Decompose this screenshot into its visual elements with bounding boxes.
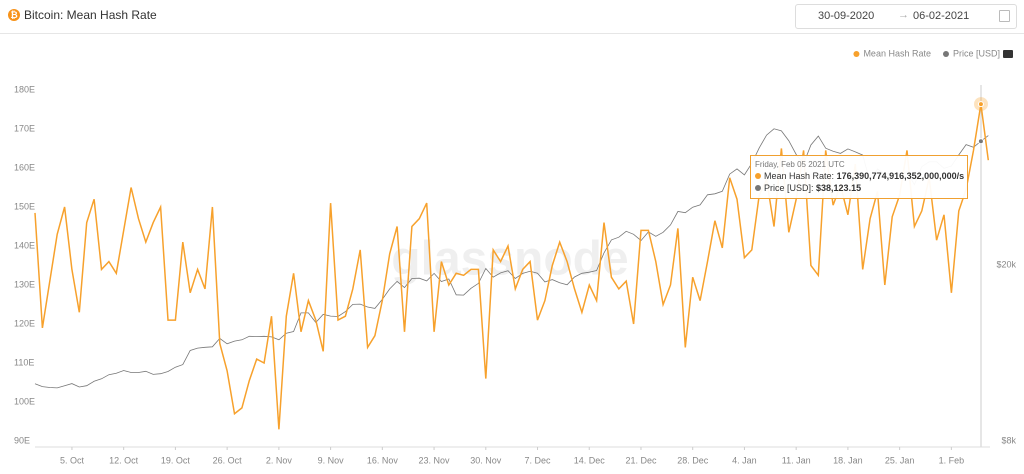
x-tick-label: 30. Nov <box>470 455 502 465</box>
y-tick-label: 160E <box>14 162 35 172</box>
legend-label: Mean Hash Rate <box>863 48 931 58</box>
x-tick-label: 23. Nov <box>419 455 451 465</box>
tooltip-value: $38,123.15 <box>816 183 862 193</box>
x-tick-label: 28. Dec <box>677 455 709 465</box>
arrow: → <box>898 9 909 21</box>
dot <box>755 173 761 179</box>
x-tick-label: 14. Dec <box>574 455 606 465</box>
y-tick-label: 90E <box>14 435 30 445</box>
bitcoin-icon: ₿ <box>8 9 20 21</box>
tooltip-row: Price [USD]: $38,123.15 <box>755 183 861 193</box>
tooltip-value: 176,390,774,916,352,000,000/s <box>836 171 965 181</box>
x-tick-label: 1. Feb <box>939 455 965 465</box>
x-tick-label: 16. Nov <box>367 455 399 465</box>
date-to[interactable]: 06-02-2021 <box>913 10 970 22</box>
x-tick-label: 9. Nov <box>318 455 345 465</box>
x-tick-label: 2. Nov <box>266 455 293 465</box>
hover-point <box>977 138 984 145</box>
series-line <box>34 128 989 389</box>
calendar-icon[interactable] <box>999 10 1010 22</box>
y-tick-label: 180E <box>14 84 35 94</box>
camera-icon[interactable] <box>1003 50 1013 58</box>
title: Bitcoin: Mean Hash Rate <box>24 8 157 22</box>
x-tick-label: 21. Dec <box>625 455 657 465</box>
tooltip-row: Mean Hash Rate: 176,390,774,916,352,000,… <box>755 171 964 181</box>
y-tick-label: 150E <box>14 201 35 211</box>
y-tick-label: 120E <box>14 318 35 328</box>
hover-point <box>977 101 984 108</box>
y-tick-label: 140E <box>14 240 35 250</box>
chart: glassnode 90E100E110E120E130E140E150E160… <box>14 48 1016 465</box>
y-tick-label: 130E <box>14 279 35 289</box>
date-range[interactable]: 30-09-2020 → 06-02-2021 <box>795 4 1017 29</box>
legend-swatch <box>942 51 949 57</box>
legend-label: Price [USD] <box>953 48 1000 58</box>
x-tick-label: 7. Dec <box>525 455 552 465</box>
tooltip-name: Price [USD]: <box>764 183 814 193</box>
x-tick-label: 26. Oct <box>213 455 243 465</box>
x-tick-label: 19. Oct <box>161 455 191 465</box>
y-tick-label: 100E <box>14 396 35 406</box>
x-tick-label: 18. Jan <box>833 455 863 465</box>
x-tick-label: 12. Oct <box>109 455 139 465</box>
y2-tick-label: $20k <box>996 259 1016 269</box>
dot <box>755 185 761 191</box>
tooltip-date: Friday, Feb 05 2021 UTC <box>755 160 845 169</box>
tooltip-name: Mean Hash Rate: <box>764 171 835 181</box>
y-tick-label: 170E <box>14 123 35 133</box>
x-tick-label: 25. Jan <box>885 455 915 465</box>
x-tick-label: 4. Jan <box>732 455 757 465</box>
y2-tick-label: $8k <box>1001 435 1016 445</box>
x-tick-label: 5. Oct <box>60 455 85 465</box>
tooltip: Friday, Feb 05 2021 UTC Mean Hash Rate: … <box>750 155 968 199</box>
date-from[interactable]: 30-09-2020 <box>818 10 875 22</box>
y-tick-label: 110E <box>14 357 34 367</box>
legend-swatch <box>853 51 860 57</box>
x-tick-label: 11. Jan <box>782 455 811 465</box>
series-line <box>34 103 990 430</box>
header: ₿ Bitcoin: Mean Hash Rate 30-09-2020 → 0… <box>0 0 1024 34</box>
